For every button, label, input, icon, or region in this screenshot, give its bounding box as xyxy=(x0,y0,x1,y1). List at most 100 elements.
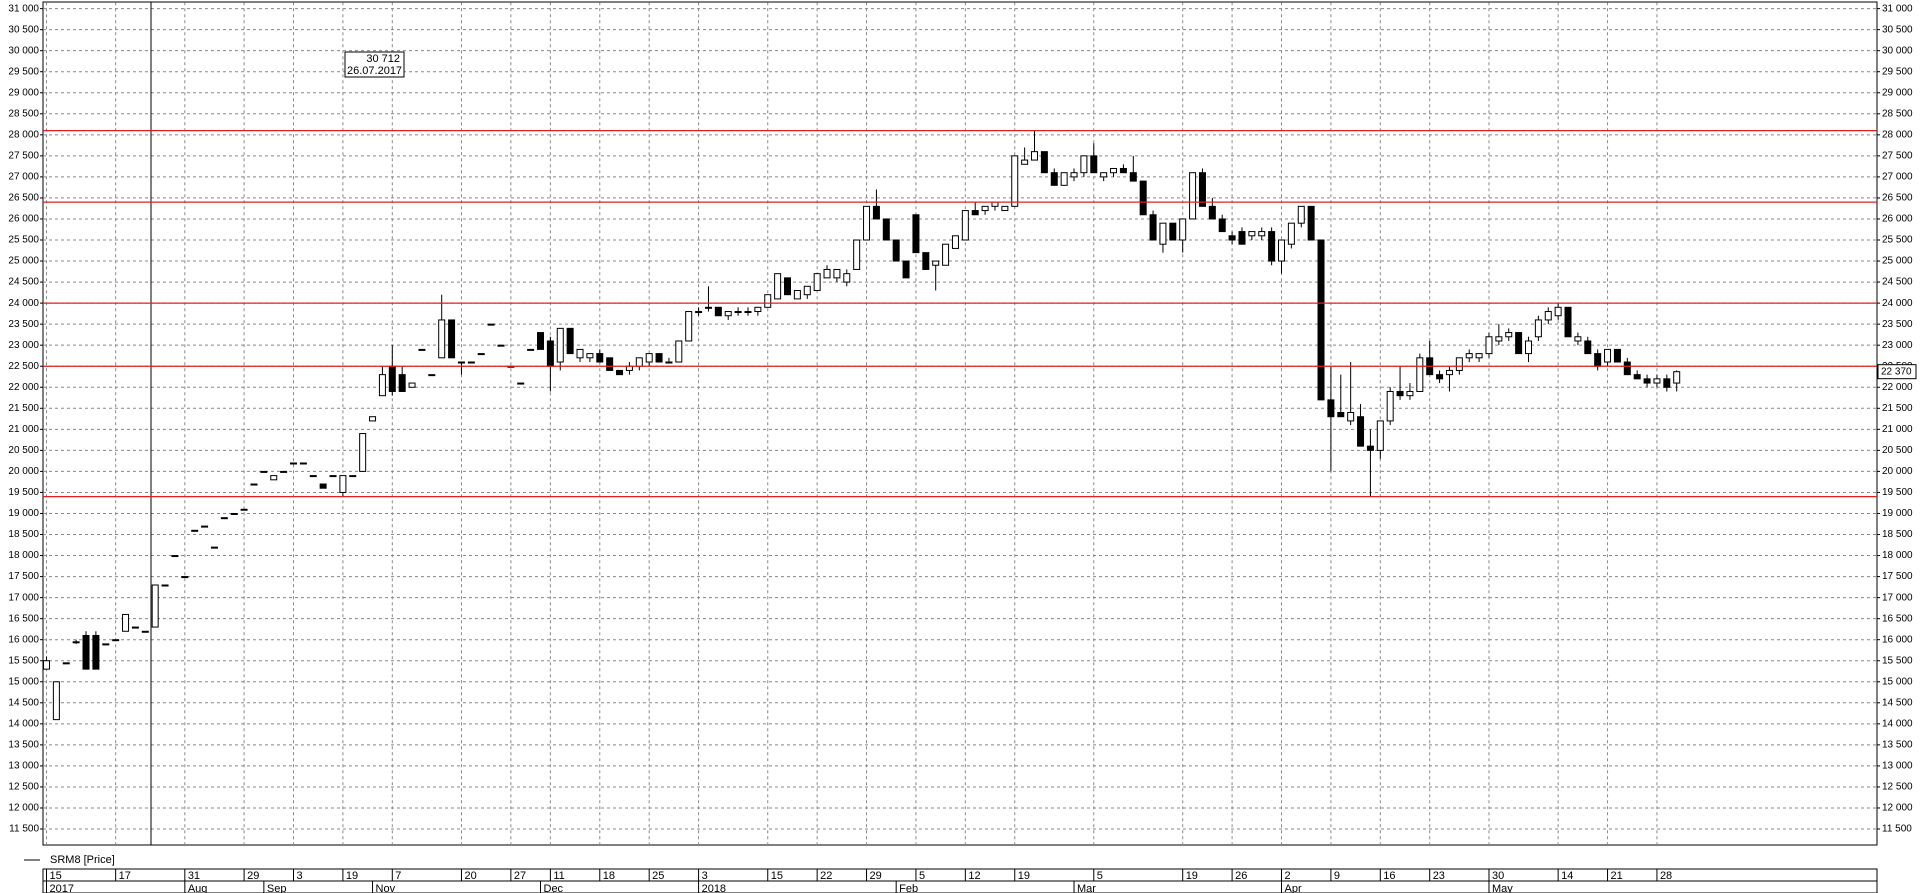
y-tick-label-right: 26 000 xyxy=(1882,214,1913,225)
y-tick-label-right: 27 500 xyxy=(1882,151,1913,162)
y-tick-label: 20 000 xyxy=(8,466,39,477)
candle-body xyxy=(1238,231,1246,245)
candle-body xyxy=(102,643,110,646)
y-tick-label: 30 500 xyxy=(8,24,39,35)
candle-body xyxy=(734,311,742,314)
candle-body xyxy=(1465,353,1473,359)
candle-body xyxy=(191,529,199,532)
y-tick-label: 21 500 xyxy=(8,403,39,414)
candle-body xyxy=(932,260,940,266)
x-tick-label: 11 xyxy=(553,870,564,882)
candle-body xyxy=(724,311,732,317)
candle-body xyxy=(240,508,248,511)
candle-body xyxy=(1396,390,1404,397)
x-tick-label: 21 xyxy=(1611,870,1623,882)
candle-body xyxy=(112,639,120,642)
candle-body xyxy=(1287,222,1295,245)
x-tick-label: 25 xyxy=(652,870,664,882)
y-tick-label-right: 26 500 xyxy=(1882,193,1913,204)
candle-body xyxy=(82,634,90,670)
y-tick-label-right: 17 000 xyxy=(1882,592,1913,603)
y-tick-label: 27 000 xyxy=(8,172,39,183)
y-tick-label-right: 29 000 xyxy=(1882,87,1913,98)
candle-body xyxy=(1169,222,1177,241)
candle-body xyxy=(1050,172,1058,186)
candle-body xyxy=(576,348,584,359)
candle-body xyxy=(1386,390,1394,422)
y-tick-label-right: 16 000 xyxy=(1882,634,1913,645)
candle-body xyxy=(250,483,258,486)
x-tick-label: 28 xyxy=(1660,870,1672,882)
candle-body xyxy=(388,365,396,392)
month-label: Aug xyxy=(188,883,208,893)
x-tick-label: 7 xyxy=(395,870,401,882)
y-tick-label-right: 25 500 xyxy=(1882,235,1913,246)
x-tick-label: 5 xyxy=(1097,870,1103,882)
month-label: Apr xyxy=(1285,883,1302,893)
y-tick-label: 25 500 xyxy=(8,235,39,246)
candle-body xyxy=(1406,390,1414,397)
candle-body xyxy=(398,374,406,392)
candle-body xyxy=(290,462,297,465)
candle-body xyxy=(319,483,327,489)
y-tick-label: 24 000 xyxy=(8,298,39,309)
candle-body xyxy=(220,517,228,520)
candle-body xyxy=(487,323,495,326)
candle-body xyxy=(1347,412,1355,422)
x-tick-label: 30 xyxy=(1492,870,1504,882)
candle-body xyxy=(1110,167,1118,174)
y-tick-label-right: 28 000 xyxy=(1882,129,1913,140)
candle-body xyxy=(764,294,772,308)
candle-body xyxy=(744,311,752,314)
x-tick-label: 5 xyxy=(919,870,925,882)
candle-body xyxy=(1268,231,1276,262)
candle-body xyxy=(1021,159,1029,165)
y-tick-label-right: 25 000 xyxy=(1882,256,1913,267)
candle-body xyxy=(1525,340,1532,355)
last-value-box xyxy=(1877,364,1917,380)
candle-body xyxy=(438,319,446,359)
y-tick-label-right: 30 000 xyxy=(1882,45,1913,56)
candle-body xyxy=(685,311,693,342)
x-tick-label: 23 xyxy=(1433,870,1445,882)
y-tick-label-right: 15 500 xyxy=(1882,655,1913,666)
candle-body xyxy=(803,285,811,296)
candle-body xyxy=(1100,172,1108,178)
candle-body xyxy=(1633,374,1641,380)
candle-body xyxy=(1534,319,1542,338)
candle-body xyxy=(1544,311,1552,321)
y-tick-label: 13 500 xyxy=(8,740,39,751)
candle-body xyxy=(556,327,564,363)
candles xyxy=(43,130,1681,721)
candle-body xyxy=(566,327,574,355)
y-tick-label: 30 000 xyxy=(8,45,39,56)
x-tick-label: 16 xyxy=(1383,870,1395,882)
y-tick-label-right: 21 500 xyxy=(1882,403,1913,414)
candle-body xyxy=(1376,420,1384,451)
y-tick-label: 22 500 xyxy=(8,361,39,372)
candle-body xyxy=(62,662,70,665)
x-tick-label: 20 xyxy=(464,870,476,882)
candle-body xyxy=(1475,353,1483,359)
y-tick-label-right: 23 500 xyxy=(1882,319,1913,330)
y-tick-label: 14 500 xyxy=(8,697,39,708)
y-tick-label: 27 500 xyxy=(8,151,39,162)
candle-body xyxy=(201,525,209,528)
candle-body xyxy=(714,306,722,317)
candle-body xyxy=(299,462,307,465)
candle-body xyxy=(1139,180,1147,216)
y-tick-label: 28 000 xyxy=(8,129,39,140)
y-tick-label: 29 000 xyxy=(8,87,39,98)
month-label: Feb xyxy=(899,883,918,893)
candle-body xyxy=(942,243,950,266)
month-label: 2018 xyxy=(702,883,726,893)
candle-body xyxy=(1297,205,1305,224)
candle-body xyxy=(131,626,139,629)
x-tick-label: 15 xyxy=(50,870,62,882)
candle-body xyxy=(655,353,663,363)
candle-body xyxy=(665,361,673,364)
x-tick-label: 9 xyxy=(1334,870,1340,882)
candle-body xyxy=(43,660,50,670)
y-tick-label: 19 500 xyxy=(8,487,39,498)
